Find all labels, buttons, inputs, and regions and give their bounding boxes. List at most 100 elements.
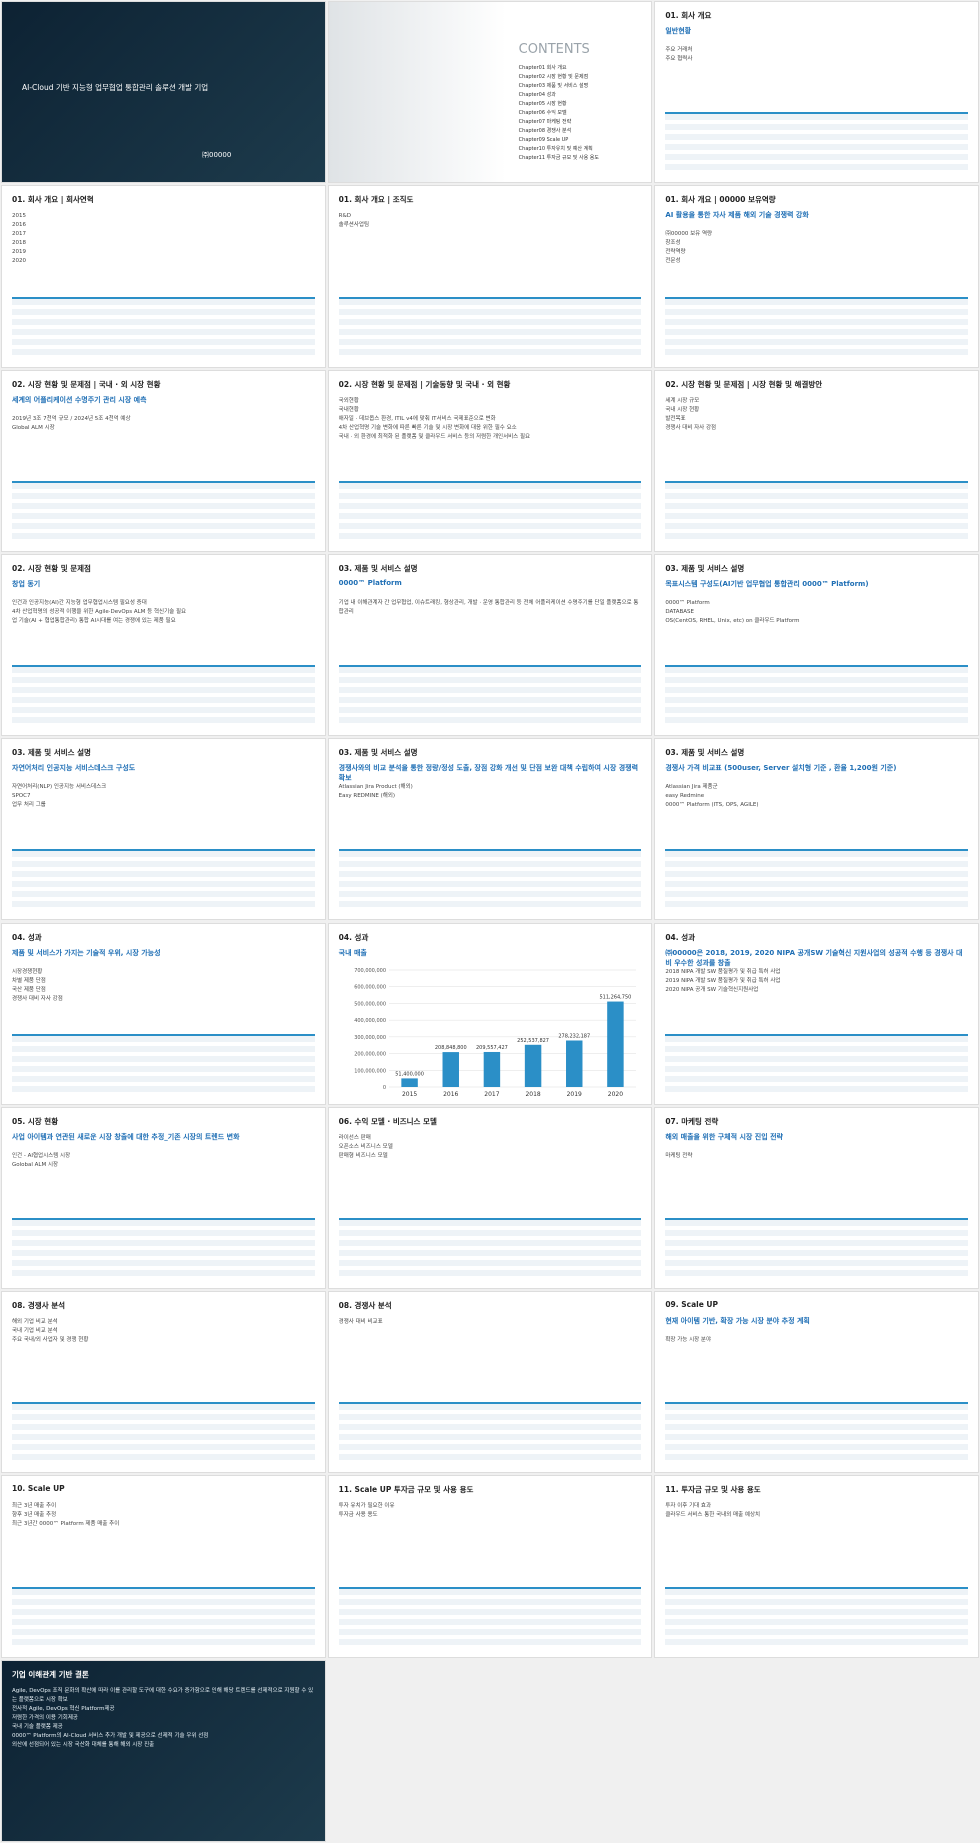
text-line: ㈜00000 보유 역량 (665, 231, 713, 238)
text-line: 최근 3년간 0000™ Platform 제품 매출 추이 (12, 1521, 120, 1528)
slide: 11. Scale UP 투자금 규모 및 사용 용도 투자 유치가 필요한 이유… (327, 1475, 653, 1658)
text-line: 2019 NIPA 개발 SW 품질평가 및 취급 특허 사업 (665, 977, 781, 984)
slide-lines: 인건 - AI협업시스템 시장 Golobal ALM 시장 (12, 1152, 315, 1170)
section-title: 08. 경쟁사 분석 (12, 1301, 66, 1311)
section-title: 10. Scale UP (12, 1484, 65, 1494)
slide: 03. 제품 및 서비스 설명 경쟁사 가격 비교표 (500user, Serv… (654, 738, 979, 921)
y-tick-label: 400,000,000 (354, 1018, 386, 1024)
text-line: 국내 기술 플랫폼 제공 (12, 1723, 63, 1730)
section-title: 04. 성과 (338, 932, 369, 942)
text-line: 경쟁사 대비 자사 강점 (665, 424, 717, 431)
text-line: 애자일 · 데브옵스 환경, ITIL v4에 맞춰 IT서비스 국제표준으로 … (338, 415, 496, 422)
slide: 01. 회사 개요 | 회사연혁 2015 2016 2017 2018 2019 2020 (1, 185, 326, 368)
decoration (338, 1586, 642, 1649)
slide-heading: 경쟁사와의 비교 분석을 통한 정량/정성 도출, 장점 강화 개선 및 단점 … (338, 764, 639, 783)
text-line: 창조성 (665, 240, 681, 247)
text-line: 라이선스 판매 (338, 1134, 371, 1141)
text-line: 2018 (12, 240, 26, 247)
text-line: 4차 산업혁명 기술 변화에 따른 빠른 기술 및 시장 변화에 대응 위한 필… (338, 424, 517, 431)
section-title: 03. 제품 및 서비스 설명 (665, 748, 745, 758)
section-title: 03. 제품 및 서비스 설명 (665, 563, 745, 573)
text-line: 주요 협력사 (665, 56, 693, 62)
text-line: DATABASE (665, 608, 694, 615)
text-line: 투자 이후 기대 효과 (665, 1503, 712, 1510)
chapter: Chapter02 시장 현황 및 문제점 (518, 74, 589, 80)
decoration (665, 1402, 968, 1465)
text-line: 솔루션사업팀 (338, 222, 370, 229)
decoration (338, 1218, 642, 1281)
text-line: Atlassian Jira Product (해외) (338, 784, 413, 791)
text-line: 판매형 비즈니스 모델 (338, 1152, 388, 1159)
slide-heading: 자연어처리 인공지능 서비스데스크 구성도 (12, 764, 136, 773)
slide-lines: 투자 유치가 필요한 이유 투자금 사용 용도 (339, 1502, 642, 1520)
slide: 07. 마케팅 전략 해외 매출을 위한 구체적 시장 진입 전략 마케팅 전략 (654, 1106, 979, 1290)
text-line: 0000™ Platform (665, 599, 710, 606)
section-title: 04. 성과 (665, 932, 696, 942)
x-tick-label: 2019 (566, 1091, 581, 1098)
section-title: 04. 성과 (12, 932, 42, 942)
bar-chart: 0 100,000,000 200,000,000 300,000,000 400,00… (354, 968, 636, 1098)
section-title: 02. 시장 현황 및 문제점 | 기술동향 및 국내 · 외 현황 (338, 379, 511, 389)
text-line: 해외 기업 비교 분석 (12, 1319, 58, 1326)
contents-title: CONTENTS (518, 42, 590, 57)
decoration (12, 480, 315, 543)
y-tick-label: 200,000,000 (354, 1051, 386, 1057)
slide: 03. 제품 및 서비스 설명 자연어처리 인공지능 서비스데스크 구성도 자연어처… (1, 738, 326, 921)
section-title: 08. 경쟁사 분석 (338, 1301, 392, 1311)
slide-lines: Atlassian Jira 제품군 easy Redmine 0000™ Plat… (665, 783, 968, 810)
section-title: 02. 시장 현황 및 문제점 | 시장 현황 및 해결방안 (665, 379, 823, 389)
bar (565, 1039, 583, 1087)
slide-heading: 세계의 어플리케이션 수명주기 관리 시장 예측 (12, 395, 147, 404)
slide-lines: 2015 2016 2017 2018 2019 2020 (12, 212, 315, 266)
chapter: Chapter07 마케팅 전략 (518, 119, 572, 125)
text-line: easy Redmine (665, 793, 705, 800)
slide-heading: 사업 아이템과 연관된 새로운 시장 창출에 대한 추정_기존 시장의 트렌드 … (12, 1132, 240, 1141)
text-line: 전문성 (665, 258, 681, 265)
text-line: 국내 기업 비교 분석 (12, 1328, 58, 1335)
text-line: 주요 거래처 (665, 47, 693, 53)
chapter: Chapter04 성과 (518, 92, 556, 98)
slide: 10. Scale UP 최근 3년 매출 추이 향후 3년 매출 추정 최근 3년간… (1, 1475, 326, 1658)
section-title: 01. 회사 개요 | 회사연혁 (12, 195, 94, 205)
slide-lines: 확장 가능 시장 분야 (665, 1336, 968, 1345)
chapter: Chapter08 경쟁사 분석 (518, 128, 572, 134)
chapter: Chapter03 제품 및 서비스 설명 (518, 83, 589, 89)
chapter: Chapter10 투자유치 및 예산 계획 (518, 146, 593, 152)
slide: 09. Scale UP 현재 아이템 기반, 확장 가능 시장 분야 추정 계획… (654, 1291, 979, 1474)
x-tick-label: 2015 (402, 1091, 417, 1098)
slide: 06. 수익 모델 · 비즈니스 모델 라이선스 판매 오픈소스 비즈니스 모델 판매… (327, 1106, 653, 1290)
text-line: 0000™ Platform (ITS, OPS, AGILE) (665, 802, 759, 809)
decoration (665, 1033, 968, 1096)
section-title: 07. 마케팅 전략 (665, 1116, 719, 1126)
text-line: 세계 시장 규모 (665, 397, 700, 404)
bar (442, 1051, 459, 1087)
text-line: 자연어처리(NLP) 인공지능 서비스데스크 (12, 784, 107, 791)
slide: AI-Cloud 기반 지능형 업무협업 통합관리 솔루션 개발 기업 ㈜0000… (1, 1, 326, 184)
slide-lines: 세계 시장 규모 국내 시장 현황 발전목표 경쟁사 대비 자사 강점 (665, 397, 968, 433)
slide-heading: 일반현황 (665, 27, 692, 35)
slide-lines: 경쟁사 대비 비교표 (339, 1318, 642, 1327)
section-title: 01. 회사 개요 (665, 11, 712, 20)
text-line: 클라우드 서비스 통한 국내외 매출 예상치 (665, 1512, 761, 1519)
text-line: 투자금 사용 용도 (338, 1512, 378, 1519)
value-label: 209,557,427 (476, 1044, 508, 1050)
text-line: 경쟁사 대비 자사 강점 (12, 995, 63, 1002)
x-tick-label: 2016 (443, 1091, 458, 1098)
slide: 02. 시장 현황 및 문제점 창업 동기 인건과 인공지능(AI)간 지능형 업무… (1, 553, 326, 737)
text-line: 외산에 선점되어 있는 시장 국산화 대체를 통해 해외 시장 진출 (12, 1741, 155, 1748)
slide: 03. 제품 및 서비스 설명 경쟁사와의 비교 분석을 통한 정량/정성 도출,… (327, 738, 653, 921)
y-tick-label: 700,000,000 (354, 968, 386, 974)
slide-lines: 시장경쟁현황 차별 제품 단점 국산 제품 단점 경쟁사 대비 자사 강점 (12, 968, 315, 1004)
text-line: 업 기술(AI + 협업통합관리) 통합 AI시대를 여는 경쟁에 있는 제품 … (12, 617, 176, 624)
text-line: 저렴한 가격의 이용 기회제공 (12, 1714, 78, 1721)
slide-heading: 목표시스템 구성도(AI기반 업무협업 통합관리 0000™ Platform) (665, 579, 869, 588)
slide-lines: 2019년 3조 7천억 규모 / 2024년 5조 4천억 예상 Global … (12, 415, 315, 433)
slide-lines: 2018 NIPA 개발 SW 품질평가 및 취급 특허 사업 2019 NIPA… (665, 968, 968, 995)
decoration (12, 1402, 315, 1465)
text-line: Easy REDMINE (해외) (338, 793, 396, 800)
y-tick-label: 600,000,000 (354, 984, 386, 990)
text-line: 경쟁사 대비 비교표 (338, 1319, 383, 1326)
decoration (12, 1218, 315, 1281)
